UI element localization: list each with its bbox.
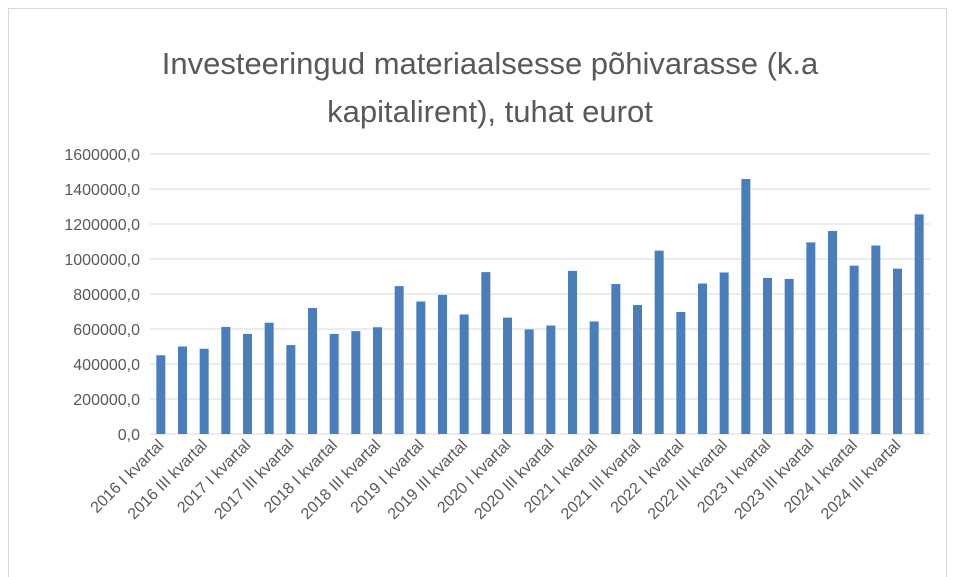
y-tick-label: 800000,0 bbox=[73, 287, 140, 304]
bar bbox=[481, 272, 491, 434]
bar bbox=[351, 331, 361, 434]
bar bbox=[524, 329, 534, 434]
bar bbox=[329, 333, 339, 434]
bar bbox=[308, 308, 317, 434]
bar bbox=[871, 245, 881, 434]
y-tick-label: 600000,0 bbox=[73, 322, 140, 339]
y-tick-label: 1000000,0 bbox=[64, 252, 140, 269]
chart-title: Investeeringud materiaalsesse põhivarass… bbox=[161, 46, 819, 129]
bar bbox=[741, 179, 751, 434]
bar bbox=[849, 265, 859, 434]
bar bbox=[243, 333, 252, 434]
bar bbox=[394, 286, 404, 434]
y-tick-label: 1600000,0 bbox=[64, 147, 140, 164]
bar bbox=[286, 345, 296, 434]
chart-border bbox=[8, 8, 947, 577]
x-tick-label: 2016 I kvartal bbox=[88, 437, 168, 517]
bar bbox=[589, 321, 599, 434]
bar bbox=[914, 214, 924, 434]
bar bbox=[828, 231, 837, 434]
y-tick-label: 1400000,0 bbox=[64, 182, 140, 199]
y-tick-label: 200000,0 bbox=[73, 392, 140, 409]
bar bbox=[503, 317, 512, 434]
bar bbox=[438, 294, 447, 434]
bar bbox=[611, 284, 621, 434]
bar bbox=[806, 242, 816, 434]
bar bbox=[676, 312, 686, 434]
y-tick-label: 400000,0 bbox=[73, 357, 140, 374]
bar bbox=[568, 270, 577, 434]
bar bbox=[178, 346, 187, 434]
bar bbox=[893, 268, 902, 434]
bar bbox=[698, 283, 707, 434]
bar bbox=[199, 348, 209, 434]
bar bbox=[719, 272, 729, 434]
bar bbox=[264, 322, 274, 434]
y-tick-label: 0,0 bbox=[118, 427, 140, 444]
bar bbox=[373, 327, 382, 434]
y-tick-label: 1200000,0 bbox=[64, 217, 140, 234]
bar bbox=[221, 326, 231, 434]
bar bbox=[633, 305, 642, 434]
x-tick-label: 2024 III kvartal bbox=[818, 437, 904, 523]
bar bbox=[416, 301, 426, 434]
bar bbox=[156, 355, 166, 434]
bar bbox=[546, 325, 556, 434]
bar bbox=[763, 277, 772, 434]
bar bbox=[459, 314, 469, 434]
bar bbox=[654, 250, 664, 434]
bar bbox=[784, 278, 794, 434]
